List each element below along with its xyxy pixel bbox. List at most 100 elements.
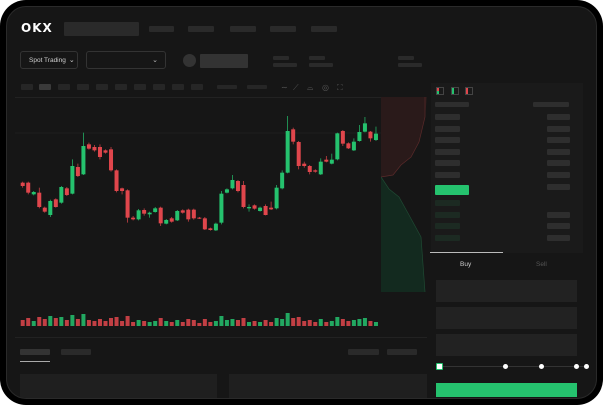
candle-body <box>37 192 42 207</box>
candle-body <box>335 133 340 160</box>
candle-body <box>81 146 86 175</box>
candle-body <box>70 166 75 194</box>
bid-price <box>435 235 460 241</box>
timeframe-button[interactable] <box>58 84 70 90</box>
timeframe-button[interactable] <box>77 84 89 90</box>
amount-input[interactable] <box>436 307 577 329</box>
volume-bar <box>340 319 345 326</box>
volume-bar <box>202 319 207 326</box>
candle-body <box>318 161 323 175</box>
candle-body <box>269 207 274 210</box>
volume-bar <box>263 320 268 326</box>
amount-slider-track[interactable] <box>440 366 588 367</box>
buy-button[interactable] <box>436 383 577 397</box>
volume-bar <box>335 317 340 326</box>
asks-only-icon[interactable] <box>465 87 473 95</box>
candle-body <box>302 163 307 166</box>
slider-stop[interactable] <box>539 364 544 369</box>
slider-stop[interactable] <box>574 364 579 369</box>
slider-handle[interactable] <box>436 363 443 370</box>
candle-body <box>258 207 263 211</box>
chart-type-dropdown[interactable] <box>247 85 267 89</box>
slider-stop[interactable] <box>584 364 589 369</box>
volume-bar <box>280 319 285 326</box>
both-sides-icon[interactable] <box>436 87 444 95</box>
price-input[interactable] <box>436 280 577 302</box>
tab-open-orders[interactable] <box>20 349 50 355</box>
volume-bar <box>37 317 42 326</box>
bids-only-icon[interactable] <box>451 87 459 95</box>
nav-item[interactable] <box>188 26 214 32</box>
candle-body <box>230 180 235 189</box>
timeframe-button[interactable] <box>115 84 127 90</box>
settings-icon[interactable]: ◎ <box>322 83 329 92</box>
candle-body <box>169 218 174 222</box>
filter-button[interactable] <box>348 349 379 355</box>
candle-body <box>346 143 351 149</box>
ask-price <box>435 160 460 166</box>
ask-amount <box>547 126 570 132</box>
nav-item[interactable] <box>149 26 174 32</box>
bid-amount <box>547 223 570 229</box>
candle-body <box>131 217 136 220</box>
candle-body <box>368 131 373 139</box>
nav-item[interactable] <box>270 26 296 32</box>
ask-amount <box>547 172 570 178</box>
nav-item[interactable] <box>230 26 256 32</box>
timeframe-button[interactable] <box>39 84 51 90</box>
line-icon[interactable]: ∼ <box>281 83 288 92</box>
candlestick-chart[interactable] <box>7 7 427 337</box>
magnet-icon[interactable]: ⌓ <box>307 83 314 92</box>
indicator-dropdown[interactable] <box>217 85 237 89</box>
slider-stop[interactable] <box>503 364 508 369</box>
volume-bar <box>329 321 334 326</box>
volume-bar <box>131 322 136 326</box>
candle-body <box>147 212 152 215</box>
timeframe-button[interactable] <box>21 84 33 90</box>
bid-amount <box>547 235 570 241</box>
timeframe-button[interactable] <box>172 84 184 90</box>
volume-bar <box>230 319 235 326</box>
okx-logo[interactable]: OKX <box>21 21 53 35</box>
volume-bar <box>296 317 301 326</box>
candle-body <box>241 185 246 207</box>
candle-body <box>263 206 268 215</box>
volume-bar <box>120 321 125 326</box>
tab-order-history[interactable] <box>61 349 91 355</box>
timeframe-button[interactable] <box>96 84 108 90</box>
asset-card[interactable] <box>229 374 427 398</box>
candle-body <box>64 188 69 195</box>
chevron-down-icon: ⌄ <box>152 57 158 64</box>
stat-label <box>309 56 325 60</box>
candle-body <box>31 192 36 195</box>
search-bar[interactable] <box>64 22 139 36</box>
volume-bar <box>291 318 296 326</box>
timeframe-button[interactable] <box>134 84 146 90</box>
candle-body <box>158 207 163 224</box>
stat-value <box>398 63 422 67</box>
volume-bar <box>346 321 351 326</box>
filter-button[interactable] <box>387 349 417 355</box>
candle-body <box>235 181 240 191</box>
pair-dropdown[interactable]: ⌄ <box>86 51 166 69</box>
candle-body <box>186 209 191 220</box>
timeframe-button[interactable] <box>153 84 165 90</box>
volume-bar <box>269 322 274 326</box>
tab-buy[interactable]: Buy <box>460 261 472 268</box>
asset-card[interactable] <box>20 374 217 398</box>
candle-body <box>307 166 312 172</box>
total-input[interactable] <box>436 334 577 356</box>
fullscreen-icon[interactable]: ⛶ <box>337 83 343 92</box>
ruler-icon[interactable]: ⟋ <box>293 83 299 92</box>
volume-bar <box>59 317 64 326</box>
timeframe-button[interactable] <box>191 84 203 90</box>
spot-trading-dropdown[interactable]: Spot Trading ⌄ <box>20 51 78 69</box>
volume-bar <box>81 314 86 326</box>
volume-bar <box>213 321 218 326</box>
tab-sell[interactable]: Sell <box>536 261 547 268</box>
volume-bar <box>235 320 240 326</box>
bid-depth-line <box>381 176 426 292</box>
volume-bar <box>109 318 114 326</box>
nav-item[interactable] <box>311 26 337 32</box>
